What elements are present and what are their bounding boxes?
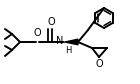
Polygon shape <box>65 39 78 45</box>
Text: O: O <box>33 28 41 38</box>
Text: N: N <box>56 37 63 47</box>
Text: O: O <box>47 17 55 27</box>
Text: O: O <box>95 59 103 69</box>
Text: H: H <box>65 46 71 55</box>
